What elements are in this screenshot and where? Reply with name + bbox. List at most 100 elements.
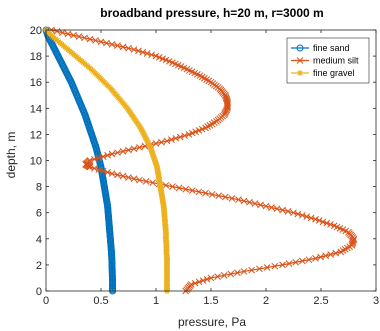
data-point: [298, 257, 306, 265]
data-point: [220, 271, 228, 279]
legend-label: fine sand: [313, 43, 350, 53]
data-point: [108, 150, 116, 158]
data-point: [135, 47, 142, 55]
y-tick-label: 6: [36, 208, 42, 220]
data-point: [203, 275, 211, 283]
data-point: [114, 171, 121, 179]
data-point: [284, 208, 292, 215]
data-point: [297, 70, 303, 76]
data-point: [119, 172, 127, 180]
data-point: [240, 197, 248, 205]
data-point: [294, 210, 302, 218]
data-point: [168, 136, 175, 143]
data-point: [337, 248, 345, 256]
data-point: [227, 270, 235, 278]
x-axis: 0 0.5 1 1.5 2 2.5 3: [43, 30, 379, 307]
data-point: [86, 35, 94, 43]
data-point: [317, 253, 324, 261]
data-point: [91, 164, 98, 172]
data-point: [139, 48, 147, 56]
data-point: [91, 155, 98, 163]
data-point: [279, 261, 286, 269]
legend-label: fine gravel: [313, 68, 355, 78]
data-point: [292, 258, 300, 266]
x-tick-label: 2.5: [313, 295, 328, 307]
data-point: [59, 29, 66, 36]
data-point: [169, 183, 176, 190]
y-axis-label: depth, m: [4, 132, 18, 179]
data-point: [234, 269, 241, 277]
data-point: [246, 198, 253, 206]
data-point: [298, 211, 306, 219]
data-point: [163, 137, 171, 145]
series-markers-fine-gravel: [43, 27, 170, 294]
legend-item-fine-sand: fine sand: [291, 43, 350, 53]
y-tick-label: 0: [36, 286, 42, 298]
data-point: [195, 188, 203, 196]
data-point: [149, 179, 157, 187]
data-point: [119, 43, 127, 51]
data-point: [97, 38, 105, 46]
data-point: [285, 260, 293, 267]
data-point: [99, 153, 107, 160]
data-point: [240, 268, 248, 275]
legend-item-fine-gravel: fine gravel: [291, 68, 355, 78]
data-point: [199, 277, 207, 284]
data-point: [75, 33, 83, 40]
data-point: [305, 256, 313, 264]
data-point: [143, 50, 151, 57]
data-point: [327, 221, 334, 228]
data-point: [202, 189, 209, 197]
data-point: [312, 215, 319, 223]
data-point: [108, 170, 116, 177]
data-point: [271, 262, 279, 270]
data-point: [251, 200, 259, 207]
data-point: [296, 57, 304, 64]
data-point: [303, 213, 311, 220]
data-point: [141, 142, 149, 150]
y-tick-label: 18: [30, 51, 42, 63]
data-point: [114, 42, 121, 50]
data-point: [224, 103, 231, 111]
data-point: [175, 184, 183, 192]
data-point: [104, 151, 111, 159]
legend-label: medium silt: [313, 56, 359, 66]
y-tick-label: 16: [30, 77, 42, 89]
data-point: [214, 273, 221, 280]
y-tick-label: 20: [30, 25, 42, 37]
data-point: [86, 163, 94, 171]
data-point: [235, 196, 242, 204]
data-point: [172, 134, 180, 142]
data-point: [256, 265, 263, 273]
x-tick-label: 2: [263, 295, 269, 307]
data-point: [322, 252, 329, 260]
data-point: [327, 251, 335, 258]
data-point: [315, 217, 323, 224]
data-point: [181, 132, 188, 140]
data-point: [130, 175, 138, 183]
data-point: [95, 166, 103, 173]
data-point: [158, 138, 165, 146]
series-fine-sand: [42, 26, 117, 295]
data-point: [148, 51, 155, 59]
data-point: [70, 31, 77, 39]
data-point: [103, 39, 110, 47]
data-point: [268, 204, 275, 211]
x-tick-label: 3: [373, 295, 379, 307]
data-point: [99, 167, 107, 175]
data-point: [188, 187, 196, 194]
data-point: [319, 218, 327, 226]
data-point: [185, 131, 193, 138]
data-point: [207, 274, 215, 282]
data-point: [108, 41, 116, 48]
data-point: [162, 181, 170, 189]
data-point: [142, 178, 150, 185]
data-point: [262, 202, 270, 210]
data-point: [64, 30, 72, 38]
y-tick-label: 10: [30, 156, 42, 168]
data-point: [248, 266, 256, 274]
data-point: [221, 193, 229, 201]
data-point: [228, 194, 236, 202]
